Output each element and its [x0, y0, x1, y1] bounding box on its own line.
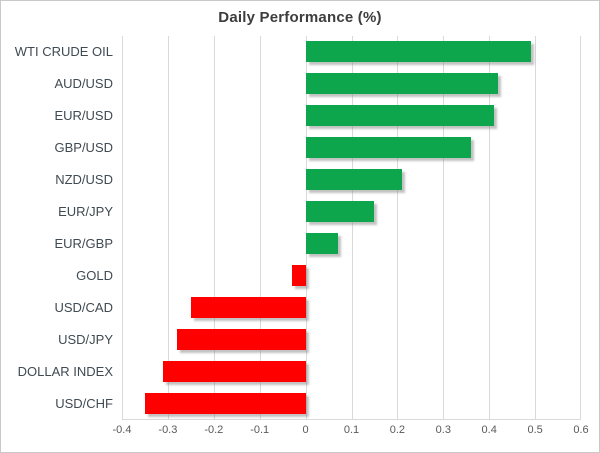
bar-usd-cad: [190, 296, 306, 318]
x-tick-label-0.4: 0.4: [481, 424, 497, 436]
x-tick-label-0: 0: [302, 424, 309, 436]
bar-row: [122, 323, 581, 355]
plot-area: [122, 36, 581, 420]
category-label-usd-chf: USD/CHF: [55, 395, 113, 411]
bar-row: [122, 196, 581, 228]
gridline-0: [305, 36, 307, 419]
category-label-gbp-usd: GBP/USD: [54, 140, 113, 156]
x-tick-label--0.1: -0.1: [250, 424, 270, 436]
x-tick-label-0.2: 0.2: [389, 424, 406, 436]
category-label-aud-usd: AUD/USD: [54, 76, 113, 92]
category-label-eur-gbp: EUR/GBP: [54, 235, 113, 251]
category-label-wti-crude-oil: WTI CRUDE OIL: [14, 44, 113, 60]
bar-row: [122, 291, 581, 323]
x-tick-label-0.1: 0.1: [343, 424, 360, 436]
bar-usd-chf: [144, 392, 306, 414]
bar-dollar-index: [163, 360, 306, 382]
gridline--0.3: [167, 36, 169, 419]
category-label-gold: GOLD: [76, 267, 113, 283]
category-label-nzd-usd: NZD/USD: [55, 172, 113, 188]
gridline-0.4: [489, 36, 491, 419]
gridline--0.4: [122, 36, 123, 419]
x-tick-label--0.2: -0.2: [204, 424, 224, 436]
category-label-eur-jpy: EUR/JPY: [58, 204, 113, 220]
x-tick-label-0.6: 0.6: [573, 424, 589, 436]
x-tick-label-0.5: 0.5: [527, 424, 543, 436]
bar-row: [122, 36, 581, 68]
bar-eur-usd: [305, 105, 494, 127]
bar-wti-crude-oil: [305, 41, 531, 63]
bar-row: [122, 228, 581, 260]
category-label-dollar-index: DOLLAR INDEX: [17, 363, 113, 379]
gridline-0.5: [535, 36, 537, 419]
chart-title: Daily Performance (%): [218, 9, 382, 26]
bar-row: [122, 164, 581, 196]
bar-row: [122, 259, 581, 291]
x-tick-label--0.3: -0.3: [158, 424, 178, 436]
bar-row: [122, 132, 581, 164]
x-tick-label-0.3: 0.3: [435, 424, 451, 436]
bar-eur-gbp: [305, 232, 338, 254]
bar-gold: [291, 264, 306, 286]
x-tick-label--0.4: -0.4: [112, 424, 132, 436]
gridline-0.6: [580, 36, 581, 419]
gridline--0.1: [259, 36, 261, 419]
bar-nzd-usd: [305, 169, 402, 191]
bar-aud-usd: [305, 73, 499, 95]
y-axis-category-labels: WTI CRUDE OIL AUD/USD EUR/USD GBP/USD NZD/US…: [1, 36, 113, 419]
category-label-usd-cad: USD/CAD: [54, 299, 113, 315]
category-label-eur-usd: EUR/USD: [54, 108, 113, 124]
bar-row: [122, 100, 581, 132]
bar-row: [122, 387, 581, 419]
gridline-0.3: [443, 36, 445, 419]
bar-gbp-usd: [305, 137, 471, 159]
category-label-usd-jpy: USD/JPY: [58, 331, 113, 347]
x-axis-tick-labels: -0.4 -0.3 -0.2 -0.1 0 0.1 0.2 0.3 0.4 0.5 0.6: [113, 424, 589, 442]
bar-row: [122, 68, 581, 100]
gridline-0.2: [397, 36, 399, 419]
bar-eur-jpy: [305, 201, 375, 223]
gridline-0.1: [351, 36, 353, 419]
bar-usd-jpy: [177, 328, 306, 350]
bar-series: [122, 36, 581, 419]
gridline--0.2: [213, 36, 215, 419]
bar-row: [122, 355, 581, 387]
